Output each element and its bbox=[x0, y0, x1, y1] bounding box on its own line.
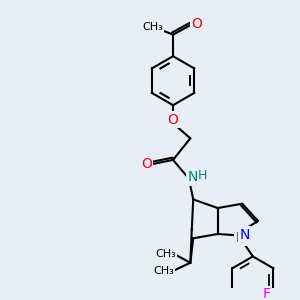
Text: O: O bbox=[191, 17, 203, 32]
Text: CH₃: CH₃ bbox=[154, 266, 174, 276]
Text: N: N bbox=[236, 231, 246, 245]
Text: N: N bbox=[187, 170, 197, 184]
Text: H: H bbox=[198, 169, 207, 182]
Text: CH₃: CH₃ bbox=[142, 22, 163, 32]
Text: F: F bbox=[263, 287, 271, 300]
Text: N: N bbox=[240, 228, 250, 242]
Text: O: O bbox=[141, 157, 152, 171]
Text: O: O bbox=[168, 112, 178, 127]
Text: CH₃: CH₃ bbox=[155, 249, 176, 259]
